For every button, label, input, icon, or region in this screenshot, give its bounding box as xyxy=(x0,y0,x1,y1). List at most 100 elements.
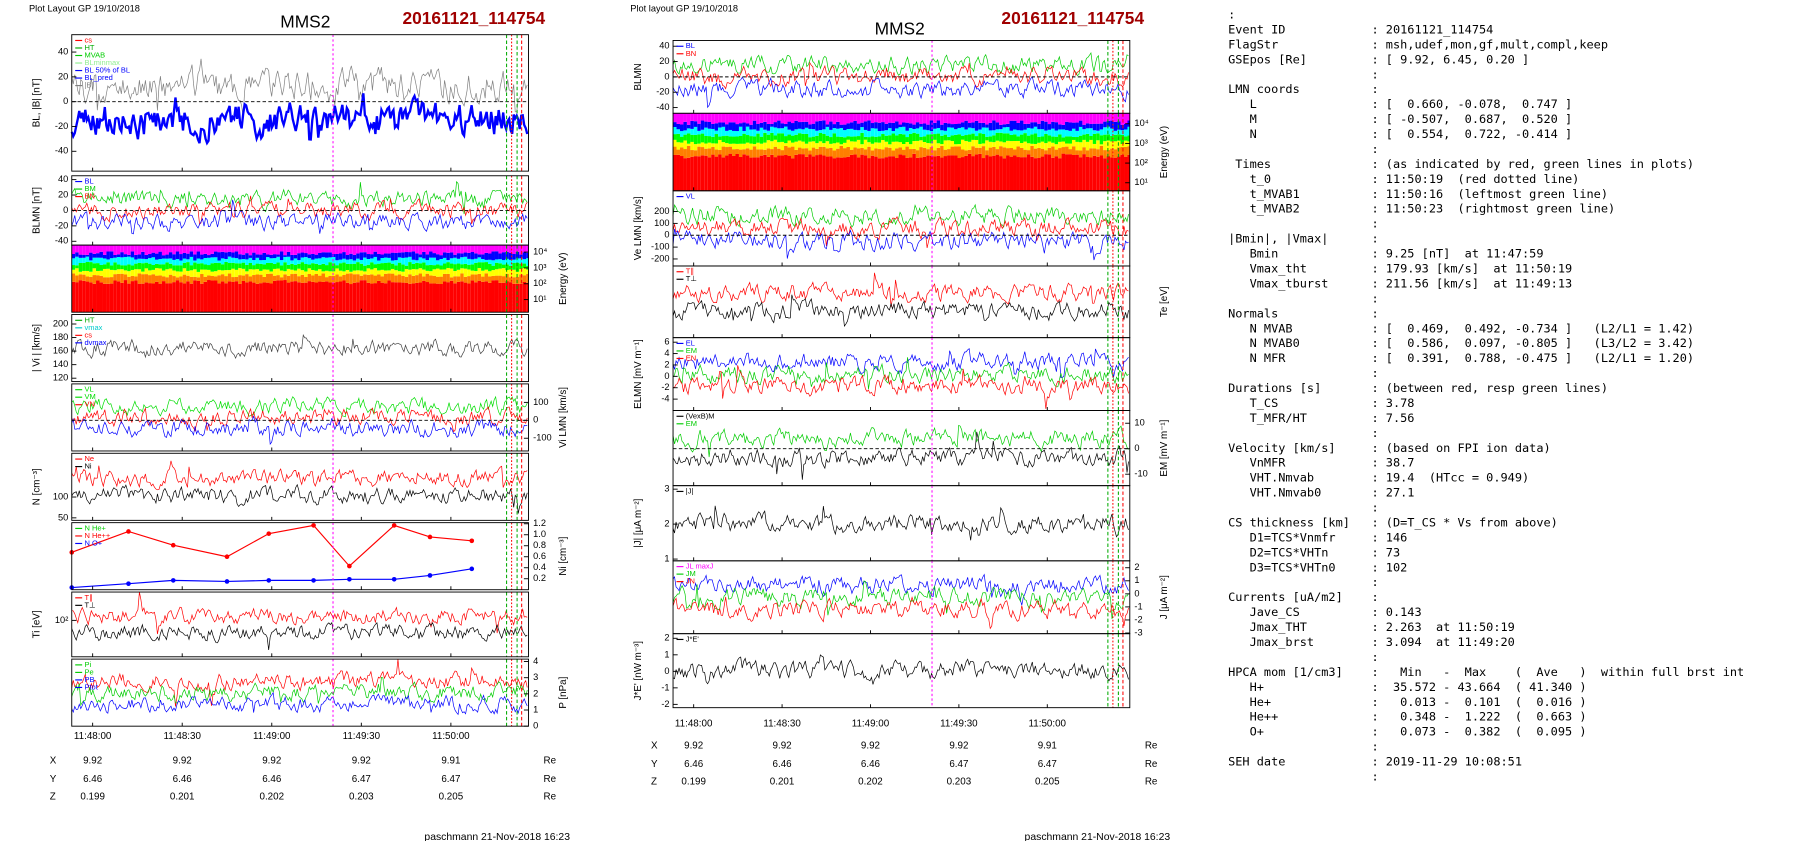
spectrogram-cell xyxy=(435,283,440,313)
y-axis-label: BLMN xyxy=(633,63,644,90)
spectrogram-cell xyxy=(314,270,319,274)
spectrogram-cell xyxy=(1019,113,1024,121)
spectrogram-cell xyxy=(338,245,343,254)
spectrogram-cell xyxy=(1009,156,1014,191)
y-tick-label: -3 xyxy=(1134,627,1142,637)
spectrogram-cell xyxy=(102,283,107,313)
spectrogram-cell xyxy=(1096,156,1100,191)
spectrogram-cell xyxy=(252,252,256,261)
spectrogram-cell xyxy=(721,122,726,127)
spectrogram-cell xyxy=(773,127,778,136)
spectrogram-cell xyxy=(338,259,343,264)
spectrogram-cell xyxy=(286,275,291,283)
spectrogram-cell xyxy=(210,257,214,264)
spectrogram-cell xyxy=(749,143,753,150)
y-tick-label: 0 xyxy=(533,721,538,731)
legend-label: BL_pred xyxy=(84,73,112,82)
y-tick-label: 10² xyxy=(55,615,68,625)
spectrogram-cell xyxy=(721,136,726,143)
summary-key: N xyxy=(1228,127,1257,141)
spectrogram-cell xyxy=(335,253,339,261)
spectrogram-cell xyxy=(196,271,201,278)
spectrogram-cell xyxy=(870,123,875,129)
spectrogram-cell xyxy=(415,269,419,276)
spectrogram-cell xyxy=(1113,130,1118,135)
spectrogram-cell xyxy=(245,259,249,265)
spectrogram-cell xyxy=(512,245,516,255)
spectrogram-cell xyxy=(366,274,371,283)
spectrogram-cell xyxy=(718,127,722,137)
spectrogram-cell xyxy=(877,158,882,191)
spectrogram-cell xyxy=(307,268,312,275)
spectrogram-cell xyxy=(1054,149,1059,157)
spectrogram-cell xyxy=(439,255,443,260)
spectrogram-cell xyxy=(676,113,680,124)
spectrogram-cell xyxy=(971,133,975,140)
spectrogram-cell xyxy=(512,283,516,313)
y-tick-label: 100 xyxy=(533,397,548,407)
spectrogram-cell xyxy=(165,254,169,259)
spectrogram-cell xyxy=(902,113,906,123)
spectrogram-cell xyxy=(262,260,267,265)
spectrogram-cell xyxy=(929,147,934,156)
spectrogram-cell xyxy=(849,136,854,142)
spectrogram-cell xyxy=(172,245,176,255)
spectrogram-cell xyxy=(1085,133,1090,142)
spectrogram-cell xyxy=(148,245,152,255)
spectrogram-cell xyxy=(738,149,743,157)
spectrogram-cell xyxy=(259,270,263,275)
spectrogram-cell xyxy=(1078,126,1083,136)
spectrogram-cell xyxy=(290,269,294,275)
spectrogram-cell xyxy=(207,245,211,256)
spectrogram-cell xyxy=(165,277,169,284)
spectrogram-cell xyxy=(276,256,280,263)
spectrogram-cell xyxy=(442,263,447,270)
spectrogram-cell xyxy=(825,113,830,125)
spectrogram-cell xyxy=(307,281,312,313)
spectrogram-cell xyxy=(338,253,343,260)
spectrogram-cell xyxy=(915,128,920,134)
spectrogram-cell xyxy=(933,150,937,157)
spectrogram-cell xyxy=(217,283,221,313)
spectrogram-cell xyxy=(262,264,267,270)
panel-frame xyxy=(71,314,529,383)
spectrogram-cell xyxy=(321,271,325,274)
spectrogram-cell xyxy=(849,128,854,137)
y-axis-label-right: Energy (eV) xyxy=(1159,126,1170,178)
spectrogram-cell xyxy=(207,255,211,258)
spectrogram-cell xyxy=(1037,123,1041,130)
spectrogram-cell xyxy=(725,143,729,148)
spectrogram-cell xyxy=(137,258,142,263)
position-value: 9.91 xyxy=(1038,740,1057,751)
spectrogram-cell xyxy=(721,126,726,137)
spectrogram-cell xyxy=(213,262,218,272)
spectrogram-cell xyxy=(234,245,239,252)
spectrogram-cell xyxy=(508,269,513,278)
spectrogram-cell xyxy=(266,257,270,263)
spectrogram-cell xyxy=(224,259,228,262)
spectrogram-cell xyxy=(1099,145,1104,156)
y-tick-label: 1.0 xyxy=(533,529,546,539)
spectrogram-cell xyxy=(279,280,284,313)
y-tick-label: -4 xyxy=(661,394,669,404)
spectrogram-cell xyxy=(352,274,357,283)
spectrogram-cell xyxy=(276,262,280,269)
spectrogram-cell xyxy=(766,140,771,149)
spectrogram-cell xyxy=(919,157,923,191)
position-unit: Re xyxy=(1145,776,1158,787)
spectrogram-cell xyxy=(213,271,218,277)
spectrogram-cell xyxy=(366,254,371,259)
summary-value: : (D=T_CS * Vs from above) xyxy=(1371,515,1557,529)
spectrogram-cell xyxy=(915,122,920,129)
spectrogram-cell xyxy=(749,157,753,191)
spectrogram-cell xyxy=(179,265,183,272)
legend-label: EL xyxy=(686,338,695,347)
spectrogram-cell xyxy=(116,264,121,270)
spectrogram-cell xyxy=(425,265,430,271)
spectrogram-cell xyxy=(981,146,986,159)
spectrogram-cell xyxy=(123,270,128,275)
spectrogram-cell xyxy=(331,275,336,283)
spectrogram-cell xyxy=(394,275,398,283)
spectrogram-cell xyxy=(241,275,246,281)
